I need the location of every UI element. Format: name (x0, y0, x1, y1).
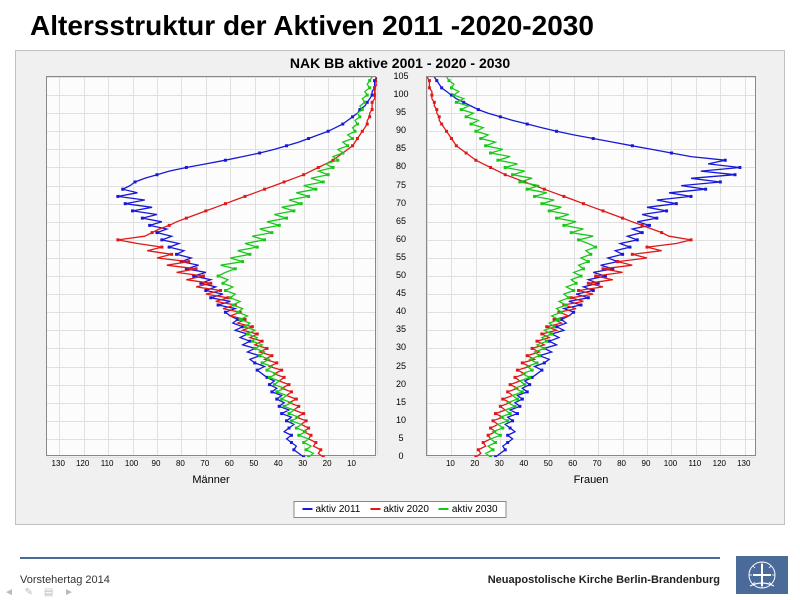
plot-area: 0510152025303540455055606570758085909510… (46, 76, 756, 476)
cross-sun-icon (747, 560, 777, 590)
slide-nav-icons: ◄ ✎ ▤ ► (4, 587, 78, 598)
church-logo (736, 556, 788, 594)
x-ticks-left: 102030405060708090100110120130 (46, 459, 376, 471)
slide-footer: Vorstehertag 2014 Neuapostolische Kirche… (0, 555, 800, 600)
slide-title: Altersstruktur der Aktiven 2011 -2020-20… (0, 0, 800, 47)
footer-left-text: Vorstehertag 2014 (20, 574, 110, 586)
plot-left-maenner (46, 76, 376, 456)
x-label-left: Männer (46, 474, 376, 486)
y-axis-ticks: 0510152025303540455055606570758085909510… (381, 76, 421, 456)
footer-right-text: Neuapostolische Kirche Berlin-Brandenbur… (488, 574, 720, 586)
x-ticks-right: 102030405060708090100110120130 (426, 459, 756, 471)
chart-legend: aktiv 2011aktiv 2020aktiv 2030 (293, 501, 506, 518)
plot-right-frauen (426, 76, 756, 456)
footer-divider (20, 557, 720, 559)
chart-container: NAK BB aktive 2001 - 2020 - 2030 0510152… (15, 50, 785, 525)
x-label-right: Frauen (426, 474, 756, 486)
